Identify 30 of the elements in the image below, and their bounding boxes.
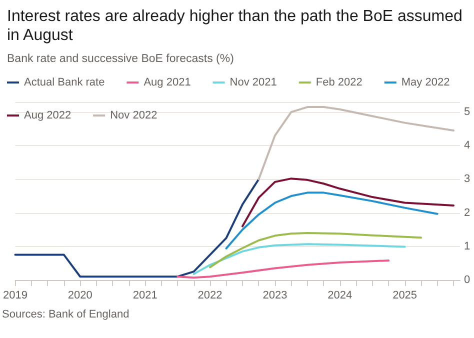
legend-label: Nov 2022 (110, 110, 158, 122)
x-tick-label: 2019 (2, 290, 28, 302)
line-series (241, 178, 455, 228)
legend-label: Actual Bank rate (24, 76, 105, 88)
line-series (225, 192, 438, 250)
y-tick-label: 5 (464, 106, 470, 118)
legend-label: Nov 2021 (230, 76, 277, 88)
line-series (14, 178, 260, 278)
x-tick-label: 2020 (68, 290, 92, 302)
legend-label: Aug 2022 (24, 110, 72, 122)
y-tick-label: 0 (464, 274, 470, 286)
y-tick-label: 3 (464, 173, 470, 186)
legend-label: May 2022 (401, 76, 450, 88)
source-note: Sources: Bank of England (2, 308, 130, 320)
line-series (192, 243, 406, 275)
line-series (209, 232, 422, 268)
legend-label: Feb 2022 (316, 76, 362, 88)
x-tick-label: 2023 (262, 290, 288, 302)
line-series (176, 260, 390, 279)
legend-label: Aug 2021 (144, 76, 191, 88)
x-tick-label: 2021 (132, 290, 158, 302)
y-tick-label: 2 (464, 206, 470, 219)
y-tick-label: 4 (464, 140, 470, 152)
chart-subtitle: Bank rate and successive BoE forecasts (%) (7, 53, 234, 65)
x-tick-label: 2022 (198, 290, 222, 302)
x-tick-label: 2024 (328, 290, 352, 302)
line-series (258, 106, 455, 180)
chart-title: Interest rates are already higher than the path the BoE assumed in August (7, 8, 467, 44)
x-tick-label: 2025 (392, 290, 418, 302)
y-tick-label: 1 (464, 240, 470, 252)
